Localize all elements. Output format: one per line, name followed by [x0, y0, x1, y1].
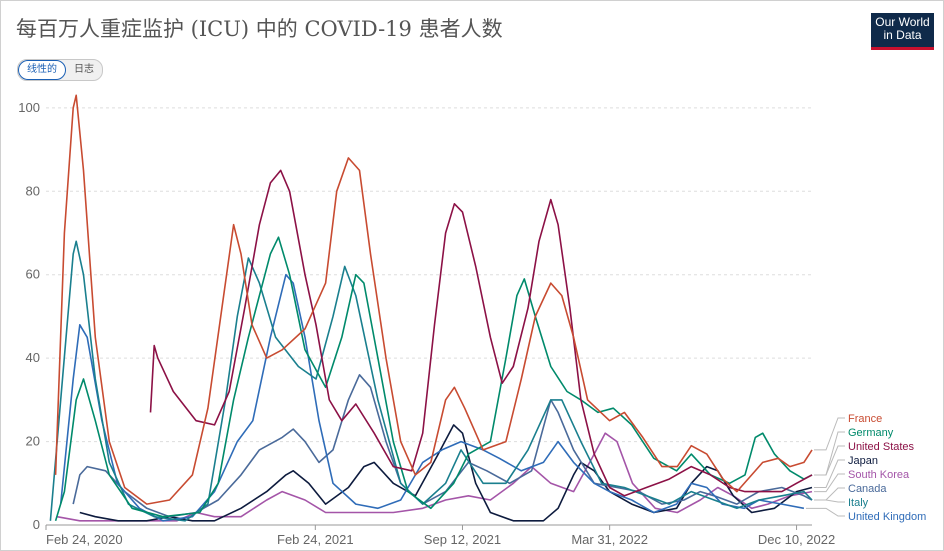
y-tick-label: 20 [26, 434, 40, 449]
legend-label-south-korea: South Korea [848, 469, 910, 481]
series-line-united-kingdom [59, 273, 805, 522]
linear-scale-button[interactable]: 线性的 [18, 60, 66, 80]
legend-connector [814, 445, 845, 476]
owid-logo[interactable]: Our World in Data [871, 13, 934, 49]
x-axis-ticks: Feb 24, 2020 Feb 24, 2021 Sep 12, 2021 Mar … [45, 525, 835, 547]
logo-line-2: in Data [883, 28, 922, 42]
series-line-france [54, 94, 813, 505]
x-tick-label: Dec 10, 2022 [758, 532, 835, 547]
legend-connector [814, 499, 845, 503]
series-lines [49, 94, 813, 522]
legend: France Germany United States Japan South Kor… [805, 413, 926, 523]
y-tick-label: 0 [33, 517, 40, 532]
legend-connector [814, 431, 845, 476]
x-tick-label: Mar 31, 2022 [571, 532, 648, 547]
series-line-united-states [149, 169, 813, 497]
legend-label-united-states: United States [848, 441, 915, 453]
legend-label-france: France [848, 413, 882, 425]
legend-connector [814, 473, 845, 493]
legend-connector [814, 459, 845, 488]
gridlines [46, 107, 812, 526]
series-line-japan [79, 424, 813, 522]
x-tick-label: Sep 12, 2021 [424, 532, 501, 547]
y-tick-label: 60 [26, 267, 40, 282]
legend-label-united-kingdom: United Kingdom [848, 511, 926, 523]
scale-toggle[interactable]: 线性的 日志 [17, 59, 103, 81]
legend-connector [814, 417, 845, 451]
logo-accent-bar [871, 47, 934, 50]
legend-label-japan: Japan [848, 455, 878, 467]
y-tick-label: 80 [26, 183, 40, 198]
legend-label-canada: Canada [848, 483, 887, 495]
y-tick-label: 100 [18, 100, 40, 115]
legend-label-italy: Italy [848, 497, 869, 509]
logo-line-1: Our World [875, 15, 930, 29]
x-tick-label: Feb 24, 2021 [277, 532, 354, 547]
series-line-italy [49, 240, 813, 522]
chart-title: 每百万人重症监护 (ICU) 中的 COVID-19 患者人数 [16, 17, 503, 41]
legend-connector [805, 507, 845, 517]
legend-label-germany: Germany [848, 427, 894, 439]
legend-connector [814, 487, 845, 501]
series-line-germany [54, 236, 813, 522]
y-tick-label: 40 [26, 350, 40, 365]
y-axis-ticks: 0 20 40 60 80 100 [18, 100, 40, 532]
x-tick-label: Feb 24, 2020 [46, 532, 123, 547]
log-scale-button[interactable]: 日志 [74, 64, 94, 75]
